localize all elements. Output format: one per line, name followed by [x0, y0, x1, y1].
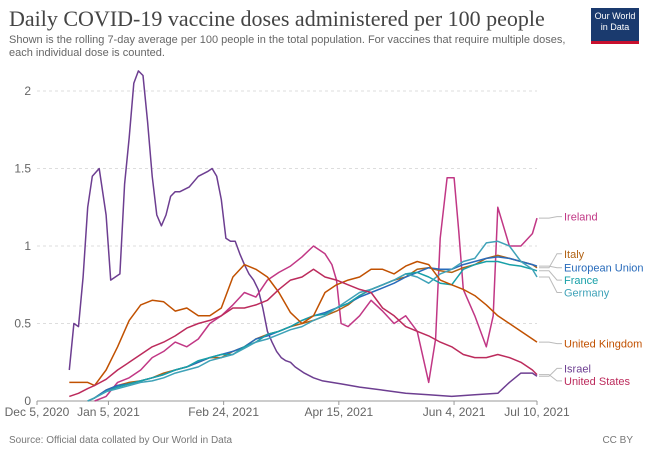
legend-label: France [564, 275, 598, 287]
legend-label: Israel [564, 363, 591, 375]
legend-leader [539, 276, 562, 293]
x-tick-label: Jul 10, 2021 [504, 405, 570, 419]
legend-leader [539, 216, 562, 219]
series-line-ireland [94, 177, 538, 402]
x-tick-label: Jun 4, 2021 [423, 405, 486, 419]
y-tick-label: 0 [24, 394, 31, 408]
logo-line-1: Our World [594, 11, 636, 21]
owid-logo[interactable]: Our World in Data [591, 8, 639, 44]
license-label[interactable]: CC BY [602, 435, 633, 446]
legend-leader [539, 270, 562, 281]
legend-leader [539, 265, 562, 269]
series-line-united-kingdom [69, 260, 538, 387]
y-tick-label: 1.5 [14, 162, 31, 176]
legend-leader [539, 341, 562, 345]
chart-subtitle: Shown is the rolling 7-day average per 1… [9, 34, 566, 59]
y-tick-label: 0.5 [14, 317, 31, 331]
logo-line-2: in Data [600, 22, 630, 32]
series-line-germany [87, 240, 538, 402]
legend-label: Ireland [564, 212, 598, 224]
legend-leader [539, 374, 562, 382]
source-note[interactable]: Source: Official data collated by Our Wo… [9, 435, 233, 446]
legend-leader [539, 367, 562, 377]
y-tick-label: 1 [24, 239, 31, 253]
series-line-israel [68, 70, 538, 398]
x-tick-label: Feb 24, 2021 [188, 405, 259, 419]
legend-label: European Union [564, 263, 644, 275]
x-tick-label: Apr 15, 2021 [304, 405, 373, 419]
x-tick-label: Jan 5, 2021 [77, 405, 140, 419]
series-line-united-states [69, 268, 538, 398]
chart-title: Daily COVID-19 vaccine doses administere… [9, 6, 545, 31]
series-line-italy [87, 254, 538, 402]
x-tick-label: Dec 5, 2020 [5, 405, 70, 419]
y-tick-label: 2 [24, 84, 31, 98]
legend-label: United Kingdom [564, 339, 642, 351]
legend-label: Italy [564, 249, 585, 261]
legend-label: United States [564, 376, 631, 388]
legend-leader [539, 253, 562, 269]
legend-label: Germany [564, 288, 610, 300]
